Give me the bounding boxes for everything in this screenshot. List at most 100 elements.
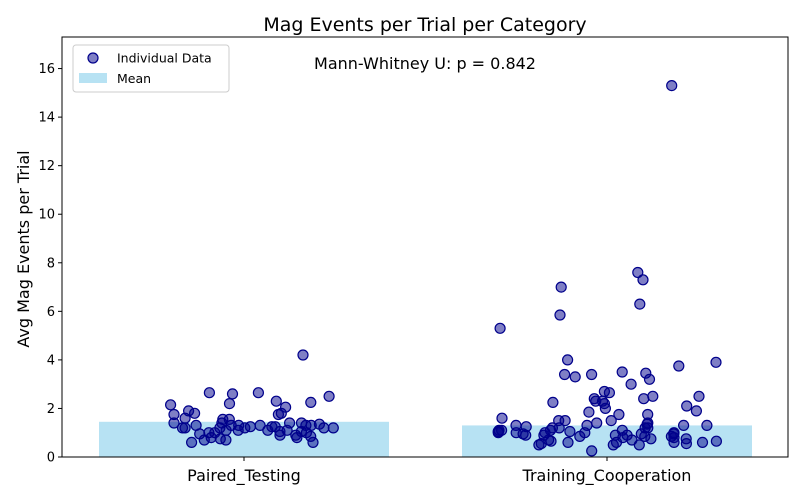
data-point	[270, 395, 282, 407]
data-point	[538, 429, 550, 441]
data-point	[194, 428, 206, 440]
data-point	[533, 439, 545, 451]
data-point	[635, 428, 647, 440]
y-tick-label: 2	[47, 402, 55, 417]
legend-label-individual-data: Individual Data	[117, 51, 212, 66]
data-point	[605, 415, 617, 427]
chart-title: Mag Events per Trial per Category	[263, 14, 586, 36]
data-point	[666, 79, 678, 92]
data-point	[642, 408, 654, 421]
data-point	[696, 436, 709, 448]
data-point	[272, 408, 284, 421]
legend: Individual Data Mean	[72, 44, 230, 93]
data-point	[165, 399, 177, 411]
y-tick-label: 4	[47, 353, 55, 368]
x-axis-ticks: Paired_Testing Training_Cooperation	[187, 457, 691, 486]
data-point	[710, 435, 723, 447]
data-point	[327, 422, 339, 434]
data-point	[186, 436, 198, 448]
data-point	[223, 398, 236, 410]
data-point	[599, 402, 612, 414]
legend-swatch-mean	[79, 73, 107, 83]
data-point	[554, 309, 566, 321]
data-point	[701, 419, 713, 431]
legend-label-mean: Mean	[117, 71, 151, 86]
x-tick-label: Training_Cooperation	[522, 466, 692, 486]
data-point	[616, 424, 628, 436]
data-point	[693, 390, 705, 402]
data-point	[545, 435, 557, 447]
data-point	[586, 445, 598, 457]
data-point	[547, 396, 559, 408]
legend-marker-individual-data	[87, 52, 99, 64]
data-point	[254, 419, 266, 431]
data-point	[690, 405, 703, 417]
data-point	[300, 427, 312, 439]
data-point	[176, 422, 189, 434]
data-point	[168, 417, 180, 429]
x-tick-label: Paired_Testing	[187, 466, 301, 486]
y-tick-label: 8	[47, 256, 55, 271]
data-point	[203, 387, 215, 399]
data-point	[677, 419, 690, 431]
data-point	[610, 436, 623, 448]
data-point	[632, 266, 644, 279]
data-point	[681, 400, 693, 412]
data-point	[616, 366, 628, 378]
data-point	[220, 434, 232, 446]
y-axis-ticks: 0 2 4 6 8 10 12 14 16	[38, 62, 62, 466]
data-point	[517, 428, 529, 440]
y-tick-label: 6	[47, 305, 55, 320]
data-point	[588, 393, 600, 405]
data-point	[284, 417, 296, 429]
y-tick-label: 12	[38, 159, 55, 174]
data-point	[613, 408, 625, 421]
axes	[61, 36, 789, 458]
data-point	[634, 298, 646, 310]
data-point	[583, 406, 595, 418]
data-point	[297, 349, 309, 361]
data-point	[561, 354, 574, 366]
y-axis-label: Avg Mag Events per Trial	[14, 150, 33, 347]
data-point	[232, 424, 244, 436]
data-point	[591, 417, 603, 429]
data-point	[574, 430, 586, 442]
data-point	[223, 413, 235, 425]
data-point	[673, 360, 685, 372]
data-point	[562, 436, 574, 448]
data-point	[638, 393, 650, 405]
data-point	[244, 421, 256, 433]
data-point	[280, 401, 292, 413]
data-point	[625, 378, 637, 390]
data-point	[710, 356, 722, 368]
data-point	[252, 387, 264, 399]
y-tick-label: 16	[38, 62, 55, 77]
data-point	[492, 427, 504, 439]
data-point	[318, 422, 330, 434]
data-point	[564, 425, 576, 438]
data-point	[323, 390, 335, 402]
data-point	[305, 396, 317, 408]
individual-data-points	[165, 79, 723, 457]
data-point	[668, 427, 680, 439]
data-point	[647, 390, 659, 402]
data-point	[189, 407, 201, 419]
y-tick-label: 10	[38, 208, 55, 223]
data-point	[641, 418, 653, 430]
data-point	[569, 371, 581, 383]
data-point	[205, 432, 217, 444]
data-point	[633, 439, 645, 451]
data-point	[559, 415, 571, 427]
plot-frame	[61, 36, 789, 458]
data-point	[585, 368, 598, 381]
y-tick-label: 0	[47, 451, 55, 466]
data-point	[598, 385, 611, 398]
data-point	[640, 367, 652, 379]
data-point	[680, 433, 692, 445]
data-point	[494, 322, 506, 334]
data-point	[220, 424, 232, 436]
data-point	[496, 412, 508, 424]
mann-whitney-annotation: Mann-Whitney U: p = 0.842	[314, 54, 536, 73]
y-tick-label: 14	[38, 111, 55, 126]
data-point	[581, 419, 593, 431]
